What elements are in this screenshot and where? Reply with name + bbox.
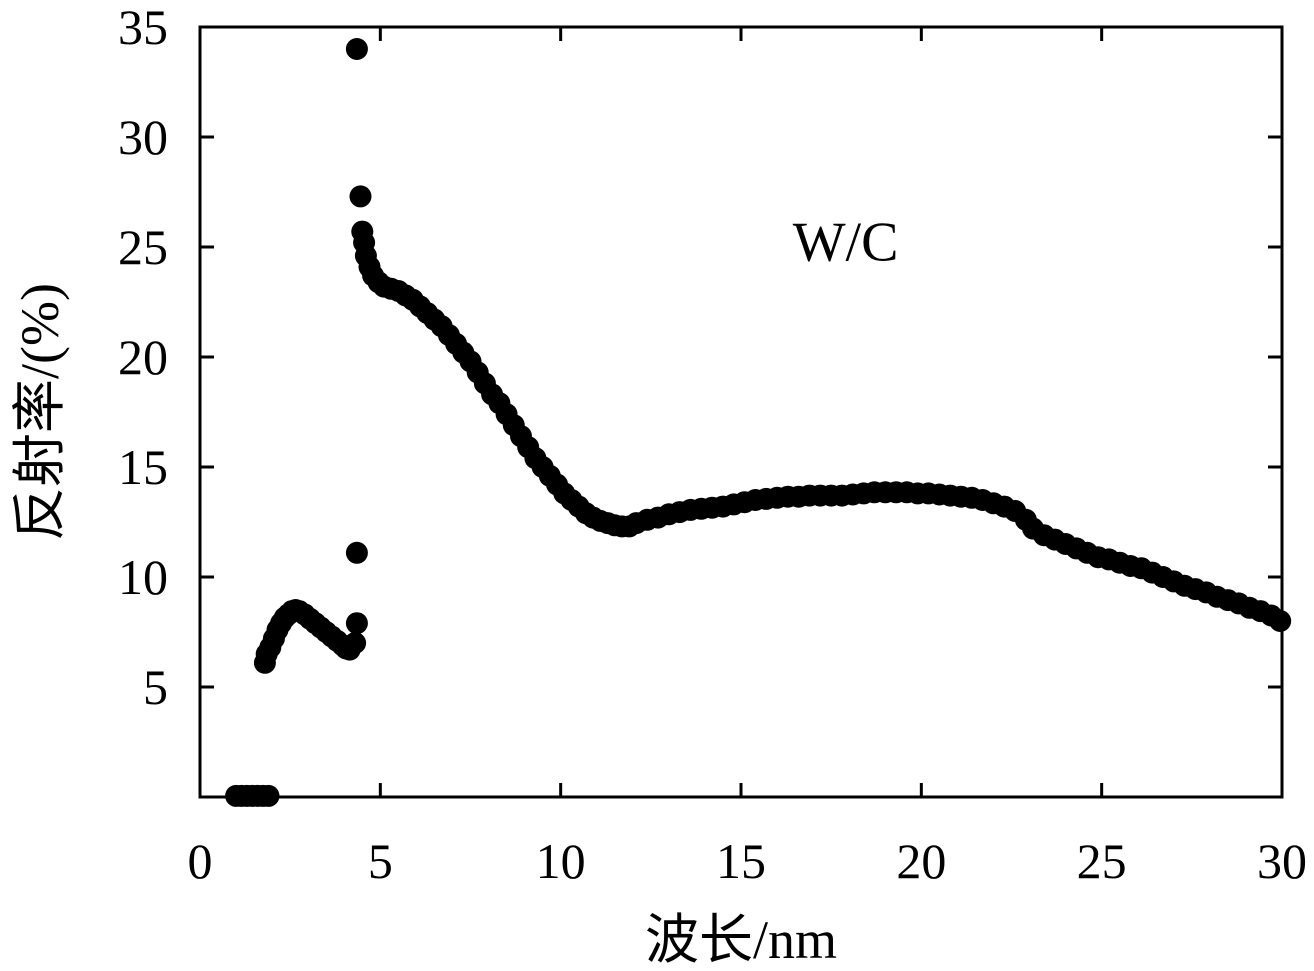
y-tick-label: 20 <box>118 329 168 385</box>
data-points <box>225 38 1292 807</box>
data-point <box>345 541 368 564</box>
tick-labels: 0 5 10 15 20 25 30 5 10 15 20 25 30 35 <box>118 0 1307 889</box>
data-point <box>344 632 367 654</box>
x-axis-title: 波长/nm <box>645 910 837 970</box>
y-tick-label: 5 <box>143 659 168 715</box>
axis-ticks <box>198 25 1284 797</box>
y-tick-label: 30 <box>118 109 168 165</box>
annotation-label: W/C <box>793 211 899 273</box>
x-tick-label: 5 <box>368 833 393 889</box>
data-point <box>345 612 368 635</box>
x-tick-label: 20 <box>896 833 946 889</box>
x-tick-label: 15 <box>716 833 766 889</box>
y-tick-label: 10 <box>118 549 168 605</box>
x-tick-label: 10 <box>536 833 586 889</box>
y-tick-label: 15 <box>118 439 168 495</box>
y-tick-label: 35 <box>118 0 168 55</box>
x-tick-label: 30 <box>1257 833 1307 889</box>
plot-frame <box>198 25 1284 799</box>
x-tick-label: 25 <box>1077 833 1127 889</box>
y-tick-label: 25 <box>118 219 168 275</box>
data-point <box>345 38 368 60</box>
x-tick-label: 0 <box>188 833 213 889</box>
data-point <box>1269 610 1292 632</box>
data-point <box>349 185 372 208</box>
y-axis-title: 反射率/(%) <box>10 283 70 541</box>
